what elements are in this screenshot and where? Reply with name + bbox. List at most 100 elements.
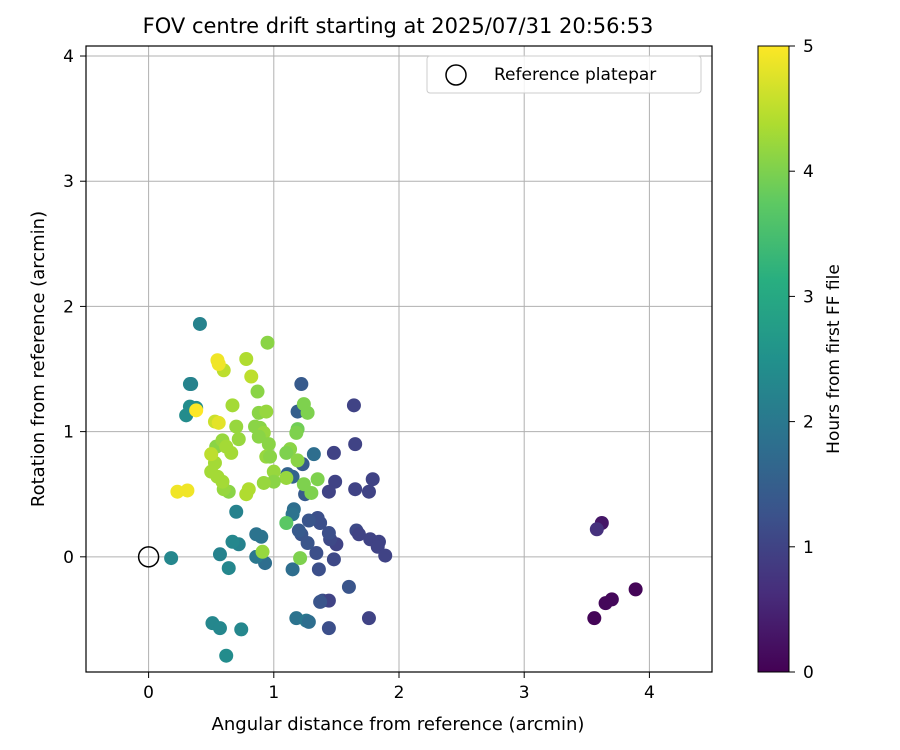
data-point (291, 523, 306, 538)
data-point (310, 472, 325, 487)
data-point (229, 419, 244, 434)
data-point (212, 547, 227, 562)
data-point (212, 621, 227, 636)
reference-platepar-marker (137, 546, 160, 568)
data-point (256, 475, 271, 490)
data-point (301, 614, 316, 629)
data-point (326, 552, 341, 567)
chart-title: FOV centre drift starting at 2025/07/31 … (143, 14, 654, 38)
data-point (180, 483, 195, 498)
x-tick-label: 2 (394, 683, 405, 703)
data-point (321, 526, 336, 541)
data-point (241, 482, 256, 497)
data-point (184, 377, 199, 392)
data-point (348, 437, 363, 452)
data-point (321, 621, 336, 636)
data-point (221, 561, 236, 576)
data-point (604, 592, 619, 607)
data-point (279, 445, 294, 460)
data-point (250, 384, 265, 399)
y-tick-label: 4 (63, 47, 74, 67)
data-point (361, 611, 376, 626)
data-point (285, 562, 300, 577)
data-point (260, 335, 275, 350)
colorbar-tick-label: 1 (803, 538, 814, 558)
data-point (239, 352, 254, 366)
data-point (279, 470, 294, 485)
x-axis-ticks: 0 1 2 3 4 (143, 672, 655, 703)
data-point (192, 316, 207, 331)
legend-entry-reference-platepar: Reference platepar (494, 65, 656, 85)
legend-reference-marker-icon (445, 64, 467, 86)
data-point (225, 398, 240, 413)
data-point (328, 474, 343, 489)
data-point (304, 485, 319, 500)
data-point (259, 404, 274, 419)
data-point (211, 357, 226, 372)
colorbar-ticks: 0 1 2 3 4 5 (789, 37, 814, 683)
data-point (263, 449, 278, 464)
data-point (378, 548, 393, 563)
x-tick-label: 3 (519, 683, 530, 703)
data-point (313, 594, 328, 609)
y-tick-label: 0 (63, 548, 74, 568)
data-point (211, 415, 226, 430)
data-point (365, 472, 380, 487)
data-point (321, 484, 336, 499)
data-point (294, 377, 309, 392)
data-point (289, 425, 304, 440)
data-point (231, 432, 246, 447)
y-axis-ticks: 0 1 2 3 4 (63, 47, 86, 568)
data-point (306, 447, 321, 462)
data-point (219, 439, 234, 454)
x-tick-label: 1 (268, 683, 279, 703)
data-point (301, 513, 316, 528)
data-point (164, 551, 179, 566)
data-point (361, 484, 376, 499)
data-point (219, 648, 234, 663)
data-point (326, 445, 341, 460)
reference-marker-layer (137, 546, 160, 568)
colorbar-gradient (757, 45, 790, 673)
data-point (215, 474, 230, 489)
data-point (249, 527, 264, 542)
colorbar-tick-label: 2 (803, 413, 814, 433)
y-tick-label: 3 (63, 172, 74, 192)
data-point (234, 622, 249, 637)
data-point (293, 551, 308, 566)
colorbar: 0 1 2 3 4 5 Hours from first FF file (757, 37, 844, 683)
data-point (266, 464, 281, 479)
data-point (351, 527, 366, 542)
x-tick-label: 0 (143, 683, 154, 703)
data-point (587, 611, 602, 626)
data-point (341, 579, 356, 594)
legend: Reference platepar (426, 55, 702, 94)
gridlines (86, 46, 712, 672)
x-tick-label: 4 (644, 683, 655, 703)
data-points (164, 316, 643, 663)
colorbar-tick-label: 0 (803, 663, 814, 683)
data-point (189, 403, 204, 418)
data-point (251, 429, 266, 444)
data-point (309, 546, 324, 561)
data-point (255, 544, 270, 559)
x-axis-label: Angular distance from reference (arcmin) (212, 714, 585, 735)
data-point (589, 522, 604, 537)
y-tick-label: 1 (63, 423, 74, 443)
colorbar-tick-label: 4 (803, 162, 814, 182)
data-point (225, 534, 240, 549)
data-point (628, 582, 643, 597)
data-point (348, 482, 363, 497)
data-point (346, 398, 361, 413)
data-point (229, 504, 244, 519)
y-axis-label: Rotation from reference (arcmin) (28, 211, 49, 507)
colorbar-tick-label: 3 (803, 287, 814, 307)
data-point (311, 562, 326, 577)
data-point (261, 437, 276, 452)
data-point (290, 453, 305, 468)
legend-box (426, 55, 702, 94)
data-point (204, 447, 219, 462)
data-point (300, 405, 315, 420)
colorbar-label: Hours from first FF file (824, 264, 844, 454)
